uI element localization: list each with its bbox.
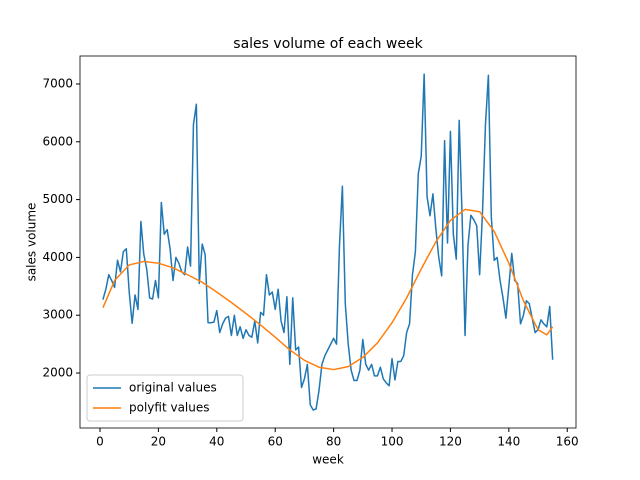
y-tick-label: 4000 [42,250,73,264]
x-tick-label: 60 [268,435,283,449]
x-tick-label: 80 [326,435,341,449]
x-tick-label: 0 [96,435,104,449]
y-axis-label: sales volume [25,203,39,282]
data-line [102,73,554,411]
y-tick-label: 7000 [42,76,73,90]
x-tick-label: 160 [556,435,579,449]
data-line [102,208,554,371]
y-tick-label: 5000 [42,192,73,206]
chart-title: sales volume of each week [233,36,423,52]
x-tick-label: 40 [209,435,224,449]
x-tick-label: 20 [151,435,166,449]
y-tick-label: 6000 [42,134,73,148]
x-tick-label: 100 [381,435,404,449]
x-tick-label: 120 [439,435,462,449]
legend-box [86,374,244,422]
legend-label: polyfit values [129,401,210,415]
y-tick-label: 3000 [42,308,73,322]
y-tick-label: 2000 [42,366,73,380]
x-axis-label: week [312,453,344,467]
legend-label: original values [129,381,217,395]
x-tick-label: 140 [497,435,520,449]
plot-frame [79,55,577,429]
